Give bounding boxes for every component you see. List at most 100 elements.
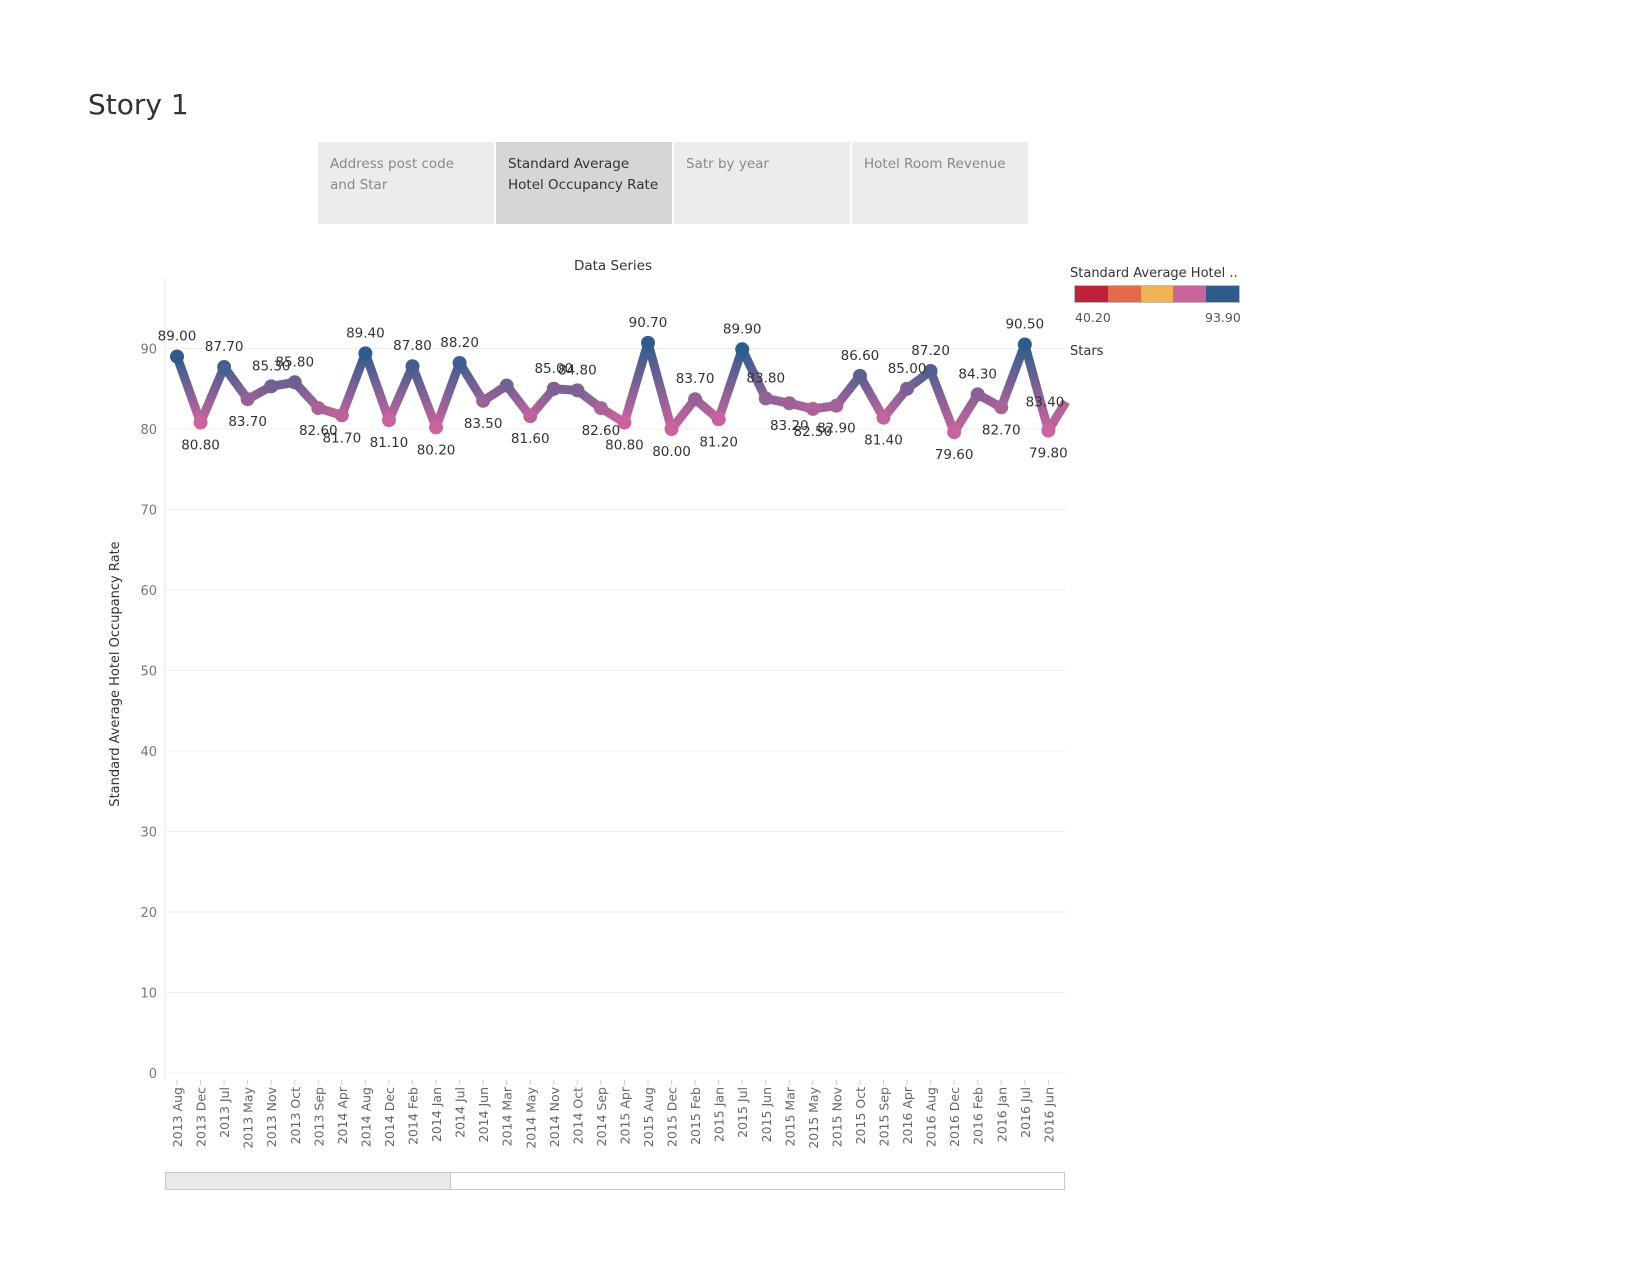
x-tick-label: 2014 Aug (358, 1087, 373, 1147)
data-point (593, 401, 608, 416)
x-tick-label: 2014 Sep (594, 1087, 609, 1146)
legend-swatch (1075, 286, 1108, 302)
data-point (476, 393, 491, 408)
legend-min-label: 40.20 (1075, 310, 1111, 325)
data-point (758, 391, 773, 406)
data-point (994, 400, 1009, 415)
data-label: 85.00 (534, 361, 573, 377)
x-tick-label: 2015 Jan (712, 1087, 727, 1142)
data-label: 82.50 (794, 424, 833, 440)
y-tick-label: 60 (140, 584, 157, 599)
x-axis-ticks: 2013 Aug 2013 Dec 2013 Jul 2013 May 2013 Nov… (170, 1080, 1056, 1149)
y-tick-label: 80 (140, 423, 157, 438)
line-segment (172, 352, 206, 428)
x-tick-label: 2015 Jun (759, 1087, 774, 1142)
data-label: 81.20 (699, 434, 738, 450)
x-tick-label: 2013 May (241, 1086, 256, 1148)
tab-hotel-room-revenue[interactable]: Hotel Room Revenue (852, 142, 1028, 224)
y-tick-label: 90 (140, 343, 157, 358)
y-tick-label: 50 (140, 665, 157, 680)
data-label: 85.80 (275, 354, 314, 370)
x-tick-label: 2016 Aug (924, 1087, 939, 1147)
data-label: 83.20 (770, 418, 809, 434)
data-label: 90.70 (629, 315, 668, 331)
data-label: 83.80 (746, 370, 785, 386)
series-points (170, 335, 1056, 440)
legend-swatch (1107, 286, 1141, 302)
data-label: 81.60 (511, 431, 550, 447)
data-point (546, 381, 561, 396)
x-tick-label: 2013 Jul (217, 1087, 232, 1138)
x-tick-label: 2016 Apr (900, 1086, 915, 1144)
line-segment (714, 344, 747, 424)
x-tick-label: 2015 Oct (853, 1087, 868, 1144)
x-tick-label: 2015 Feb (688, 1087, 703, 1145)
data-point (240, 392, 255, 407)
data-point (947, 425, 962, 440)
y-tick-label: 70 (140, 504, 157, 519)
x-tick-label: 2013 Sep (311, 1087, 326, 1146)
x-tick-label: 2016 Jan (994, 1087, 1009, 1142)
color-legend-ramp[interactable] (1074, 285, 1240, 303)
line-segment (455, 358, 488, 406)
line-segment (360, 348, 394, 425)
data-point (782, 396, 797, 411)
line-segment (1020, 339, 1053, 436)
data-label: 84.30 (958, 366, 997, 382)
data-point (217, 360, 232, 375)
data-label: 87.70 (205, 339, 244, 355)
data-point (452, 355, 467, 370)
data-label: 85.00 (888, 361, 927, 377)
x-tick-label: 2016 Dec (947, 1087, 962, 1147)
x-tick-label: 2013 Aug (170, 1087, 185, 1147)
horizontal-scrollbar[interactable] (165, 1172, 1065, 1190)
data-point (876, 410, 891, 425)
data-point (711, 412, 726, 427)
x-tick-label: 2013 Nov (264, 1086, 279, 1147)
data-point (499, 378, 514, 393)
data-point (641, 335, 655, 350)
tab-address-post-code-star[interactable]: Address post code and Star (318, 142, 494, 224)
x-tick-label: 2013 Oct (288, 1087, 303, 1144)
x-tick-label: 2014 Oct (570, 1087, 585, 1144)
x-tick-label: 2015 Dec (665, 1087, 680, 1147)
y-axis-ticks: 0 10 20 30 40 50 60 70 80 90 (140, 343, 157, 1083)
line-segment (196, 362, 229, 428)
legend-swatch (1206, 286, 1239, 302)
data-label: 80.20 (417, 442, 456, 458)
data-point (311, 401, 326, 416)
data-point (523, 409, 538, 424)
data-label: 81.40 (864, 433, 903, 449)
data-label: 86.60 (841, 348, 880, 364)
data-label: 89.00 (158, 329, 197, 345)
data-label: 87.80 (393, 338, 432, 354)
legend-swatch (1140, 286, 1174, 302)
data-point (264, 379, 279, 394)
y-tick-label: 10 (140, 987, 157, 1002)
story-title: Story 1 (88, 88, 189, 121)
data-label: 80.80 (605, 438, 644, 454)
tab-occupancy-rate[interactable]: Standard Average Hotel Occupancy Rate (496, 142, 672, 224)
tab-star-by-year[interactable]: Satr by year (674, 142, 850, 224)
data-point (570, 383, 585, 398)
data-label: 87.20 (911, 343, 950, 359)
data-label: 81.70 (323, 430, 362, 446)
data-label: 83.70 (676, 371, 715, 387)
data-label: 89.40 (346, 325, 385, 341)
x-tick-label: 2014 Nov (547, 1086, 562, 1147)
data-label: 82.60 (582, 423, 621, 439)
data-point (287, 375, 302, 390)
story-tabs: Address post code and Star Standard Aver… (318, 142, 1028, 224)
data-point (334, 408, 349, 423)
data-point (852, 368, 867, 383)
data-point (405, 359, 420, 374)
data-label: 83.70 (228, 414, 267, 430)
line-segment (926, 366, 959, 437)
x-tick-label: 2015 Apr (617, 1086, 632, 1144)
data-point (735, 342, 750, 357)
scrollbar-thumb[interactable] (166, 1173, 451, 1189)
x-tick-label: 2015 Sep (877, 1087, 892, 1146)
x-tick-label: 2015 Jul (735, 1087, 750, 1138)
x-tick-label: 2014 May (523, 1086, 538, 1148)
data-point (1041, 423, 1056, 438)
